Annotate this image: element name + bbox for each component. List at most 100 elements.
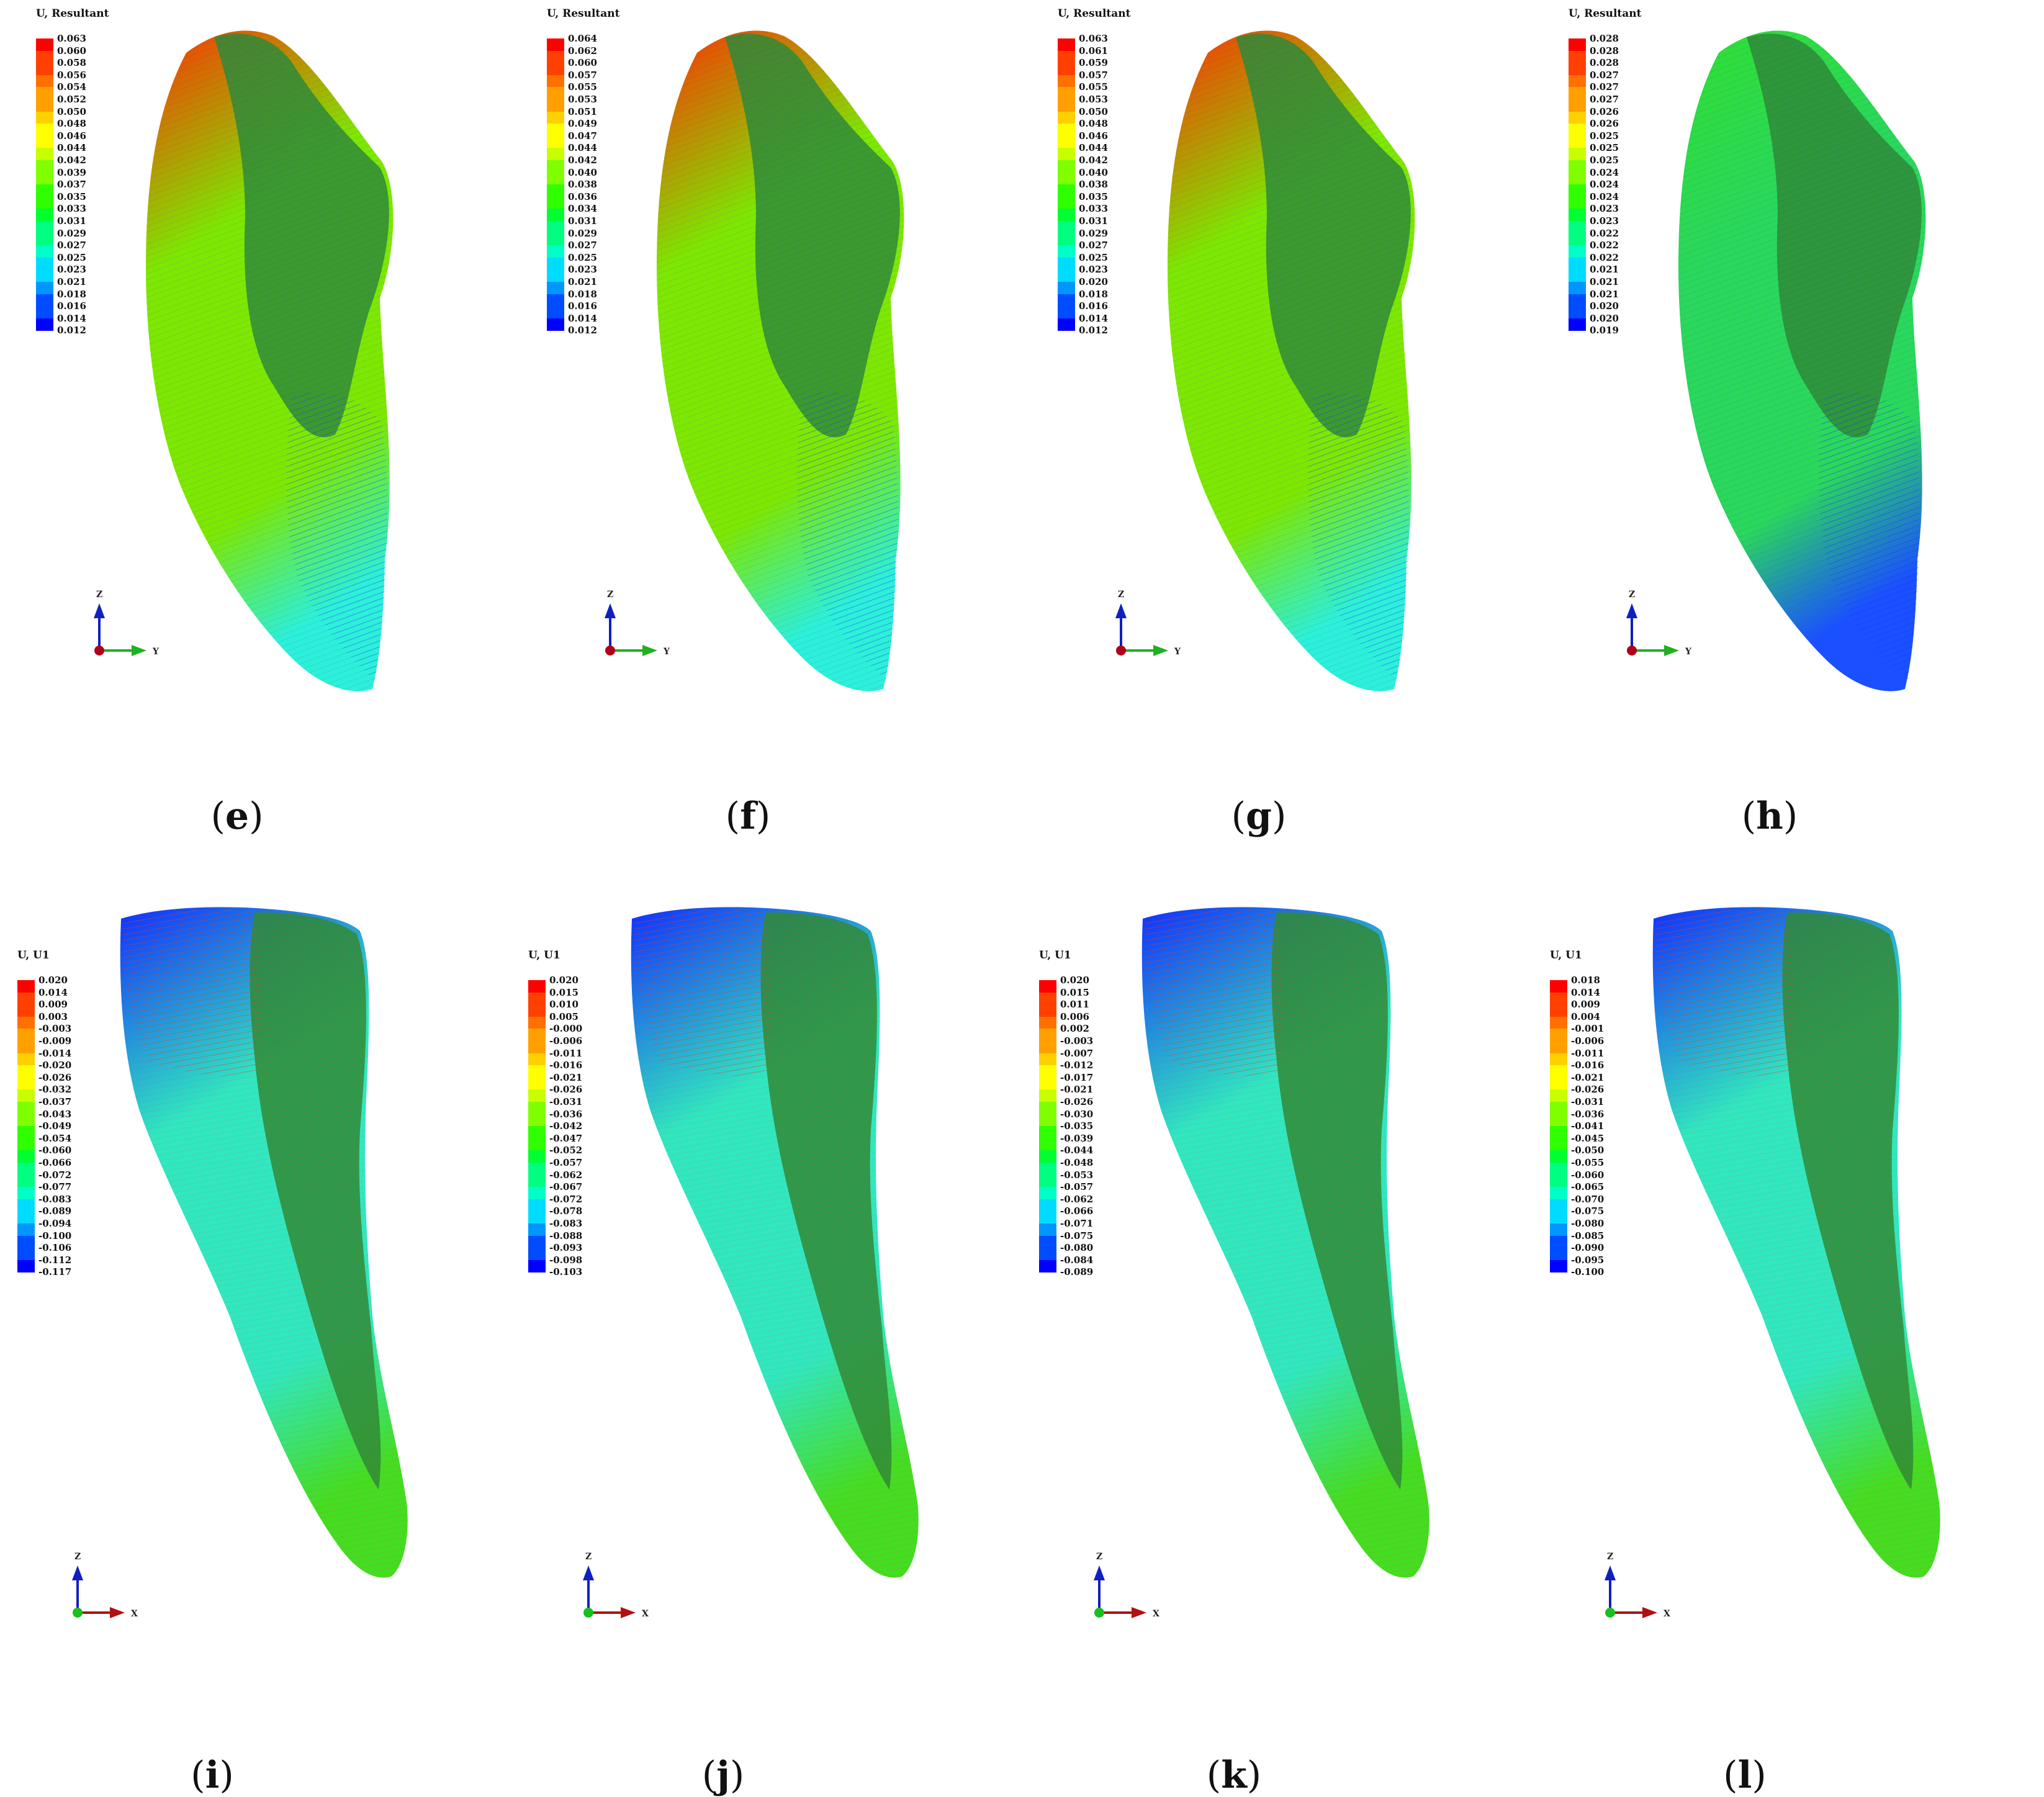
legend-value: -0.006 — [1571, 1035, 1605, 1047]
legend-swatch — [528, 1065, 546, 1078]
legend-value: 0.031 — [568, 215, 597, 227]
legend-value: 0.027 — [57, 240, 86, 251]
panel-e: Z Y U, Resultant 0.063 0.060 0.058 0.056 0.054 0… — [0, 0, 511, 894]
legend-value: 0.037 — [57, 179, 86, 191]
tooth-model-e: ZY — [94, 30, 394, 691]
legend-swatch — [1039, 1041, 1056, 1054]
legend-value: 0.033 — [57, 203, 86, 215]
legend-swatch — [1039, 1174, 1056, 1187]
axis-triad: ZX — [72, 1552, 138, 1619]
legend-value: -0.021 — [1571, 1071, 1605, 1083]
legend-swatch — [36, 184, 53, 197]
legend-swatch — [17, 1029, 35, 1042]
legend-value: 0.020 — [1590, 300, 1619, 312]
legend-value: -0.014 — [38, 1047, 72, 1059]
panel-caption: (k) — [1206, 1754, 1262, 1797]
axis-triad: ZY — [1115, 590, 1181, 657]
legend-swatch — [1569, 111, 1586, 124]
legend-swatch — [1058, 99, 1075, 112]
legend-swatch — [17, 992, 35, 1005]
legend-title: U, Resultant — [1569, 7, 1642, 20]
axis-triad: ZX — [1094, 1552, 1159, 1619]
legend-value: -0.071 — [1060, 1218, 1094, 1229]
legend-value: -0.049 — [38, 1120, 72, 1132]
legend-swatch — [1039, 1065, 1056, 1078]
legend-swatch — [36, 209, 53, 222]
axis-triad: ZX — [583, 1552, 649, 1619]
legend-swatch — [1550, 1077, 1567, 1090]
legend-swatch — [17, 1223, 35, 1236]
legend-value: 0.020 — [1590, 312, 1619, 324]
triad-right-label: X — [1664, 1609, 1670, 1619]
legend-title: U, U1 — [17, 949, 50, 962]
legend-value: 0.005 — [549, 1011, 579, 1022]
legend-swatch — [1058, 294, 1075, 307]
legend-value: 0.038 — [568, 179, 597, 191]
legend-value: -0.007 — [1060, 1047, 1094, 1059]
legend-swatch — [1058, 245, 1075, 258]
legend-value: -0.053 — [1060, 1169, 1094, 1181]
legend-swatch — [1039, 1259, 1056, 1272]
legend-value: 0.014 — [1079, 312, 1108, 324]
legend-swatch — [1569, 245, 1586, 258]
legend-value: 0.023 — [57, 264, 86, 276]
legend-swatch — [1550, 1041, 1567, 1054]
legend-value: 0.014 — [1571, 986, 1600, 998]
legend-value: -0.060 — [38, 1145, 72, 1156]
panel-f: Z Y U, Resultant 0.064 0.062 0.060 0.057 0.055 0… — [511, 0, 1022, 894]
legend-value: 0.033 — [1079, 203, 1108, 215]
legend-value: -0.000 — [549, 1023, 583, 1035]
legend-value: -0.077 — [38, 1181, 72, 1193]
legend-swatch — [1058, 172, 1075, 185]
legend-value: -0.088 — [549, 1230, 583, 1241]
legend-value: 0.002 — [1060, 1023, 1089, 1035]
legend-value: 0.009 — [1571, 999, 1600, 1011]
legend-value: 0.057 — [1079, 69, 1108, 81]
legend-swatch — [547, 160, 564, 173]
legend-swatch — [547, 99, 564, 112]
legend-value: 0.014 — [38, 986, 68, 998]
legend-value: 0.014 — [57, 312, 86, 324]
legend-value: 0.019 — [1590, 325, 1619, 336]
legend-value: -0.035 — [1060, 1120, 1094, 1132]
legend-value: 0.018 — [1079, 288, 1108, 300]
legend-swatch — [36, 74, 53, 88]
triad-right-label: Y — [663, 647, 670, 657]
legend-value: -0.009 — [38, 1035, 72, 1047]
legend-swatch — [17, 1077, 35, 1090]
legend-value: 0.027 — [568, 240, 597, 251]
legend-swatch — [17, 1016, 35, 1029]
legend-swatch — [36, 245, 53, 258]
legend-value: -0.090 — [1571, 1242, 1605, 1254]
legend-swatch — [1058, 306, 1075, 319]
legend-swatch — [547, 318, 564, 331]
legend-swatch — [547, 50, 564, 63]
legend-value: -0.085 — [1571, 1230, 1605, 1241]
legend-value: 0.020 — [549, 975, 579, 986]
legend-value: 0.021 — [57, 276, 86, 287]
legend-swatch — [528, 1029, 546, 1042]
legend-swatch — [1569, 172, 1586, 185]
legend-value: 0.006 — [1060, 1011, 1089, 1022]
legend-swatch — [1058, 221, 1075, 234]
legend-swatch — [1569, 63, 1586, 76]
legend-swatch — [36, 50, 53, 63]
legend-value: 0.036 — [568, 191, 597, 202]
legend-value: 0.024 — [1590, 166, 1619, 178]
legend-swatch — [1039, 1199, 1056, 1212]
legend-swatch — [1039, 1077, 1056, 1090]
legend-value: -0.017 — [1060, 1071, 1094, 1083]
legend-value: 0.046 — [57, 130, 86, 142]
panel-caption: (j) — [701, 1754, 745, 1797]
legend-value: -0.089 — [1060, 1266, 1094, 1278]
legend-swatch — [1550, 1126, 1567, 1139]
legend-title: U, U1 — [1039, 949, 1071, 962]
legend-swatch — [17, 1199, 35, 1212]
legend-value: -0.016 — [549, 1060, 583, 1071]
legend-swatch — [1058, 87, 1075, 100]
legend-swatch — [1058, 111, 1075, 124]
legend-value: 0.027 — [1590, 94, 1619, 105]
legend-swatch — [1569, 209, 1586, 222]
legend-value: 0.025 — [1590, 142, 1619, 154]
